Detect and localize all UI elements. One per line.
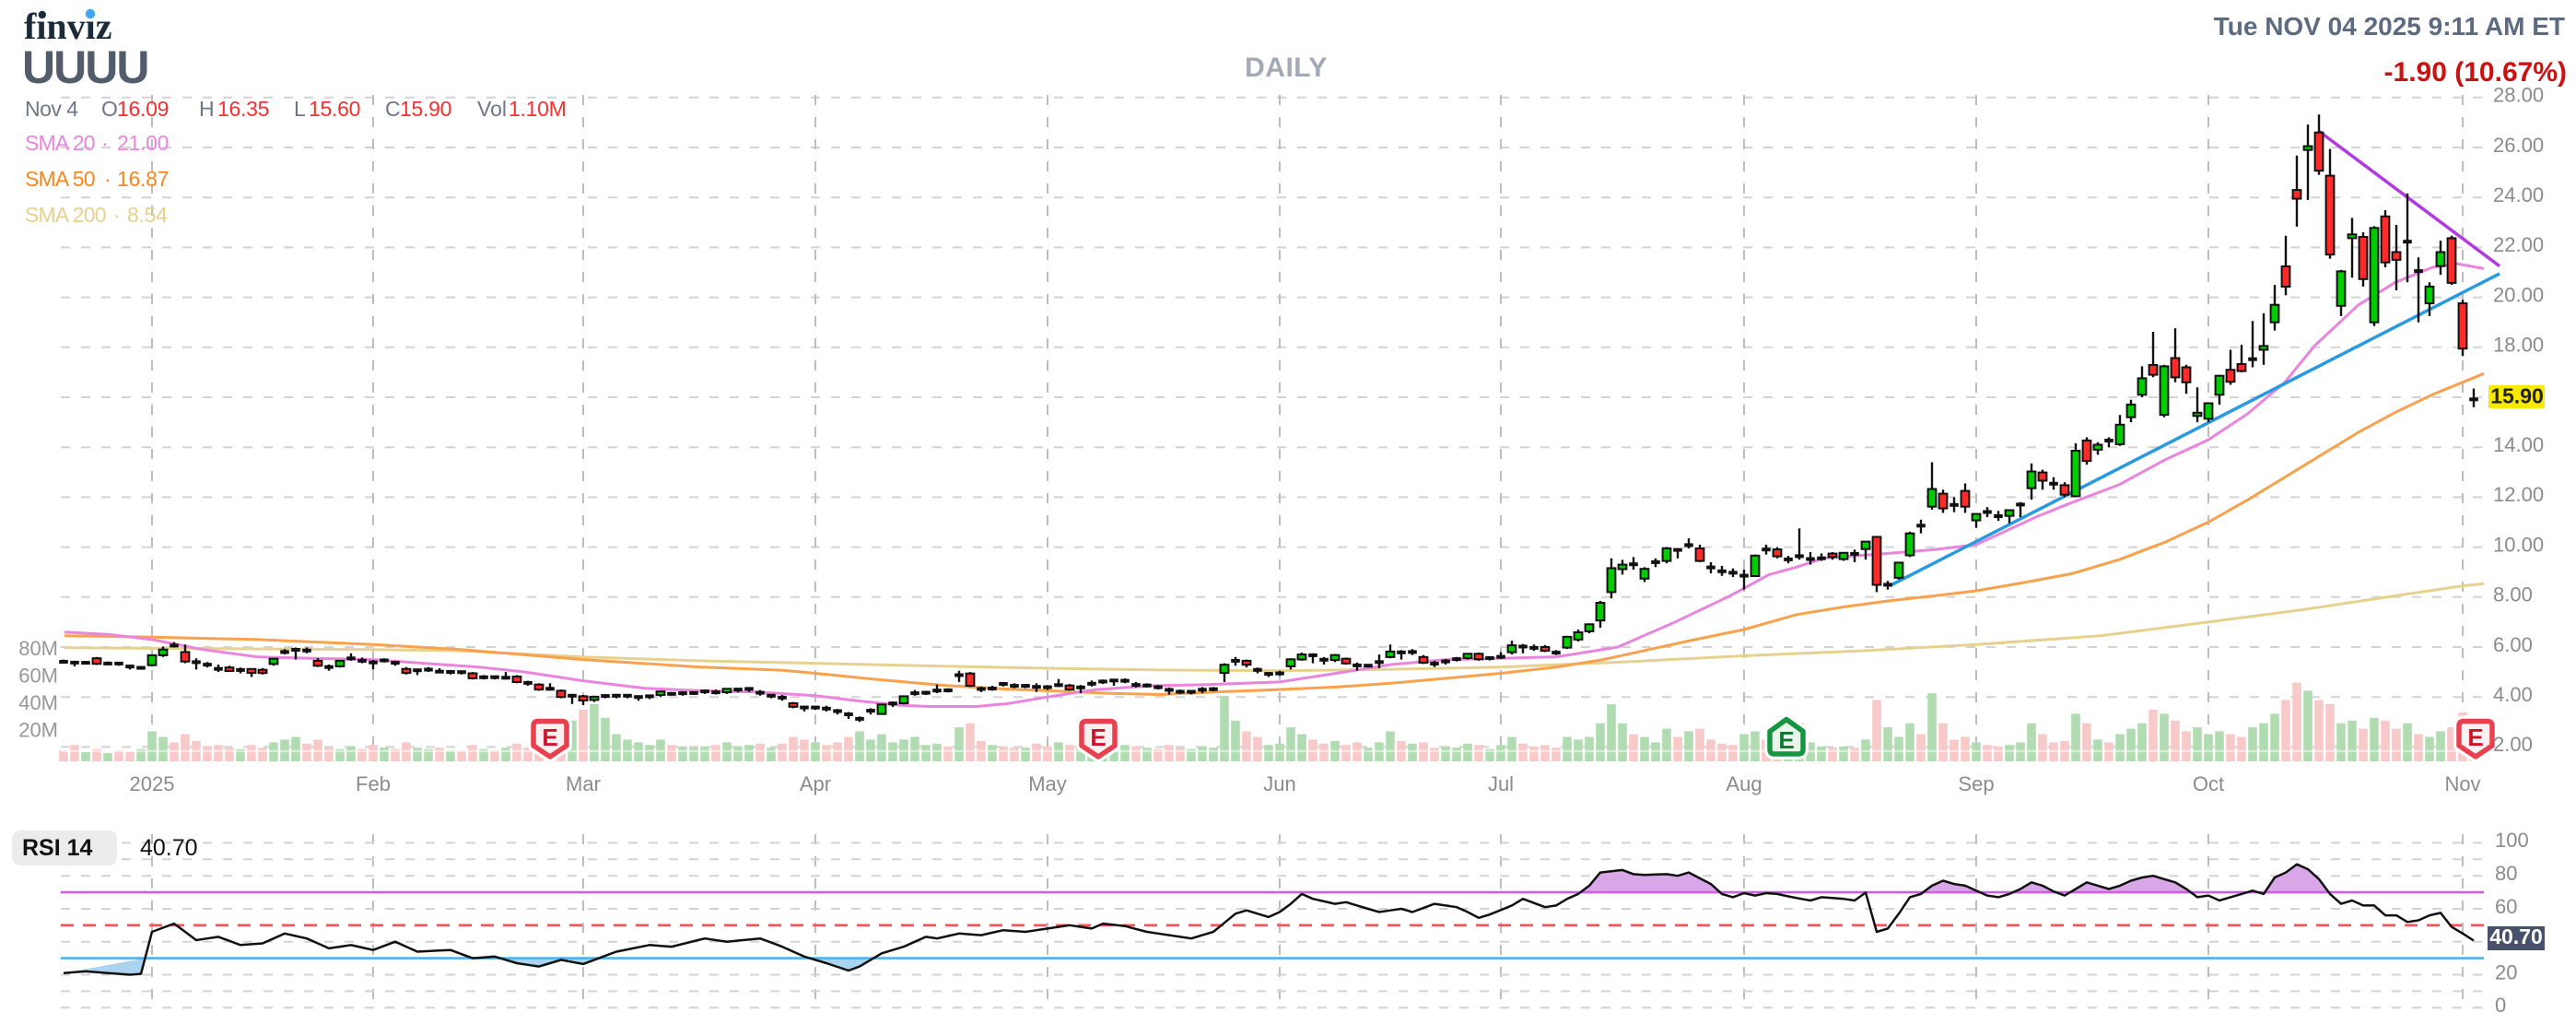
svg-text:·: · (104, 167, 111, 191)
svg-text:28.00: 28.00 (2493, 84, 2544, 107)
svg-text:SMA 50: SMA 50 (25, 167, 95, 191)
svg-text:40.70: 40.70 (2489, 924, 2543, 948)
svg-text:100: 100 (2495, 829, 2529, 852)
svg-text:Nov 4: Nov 4 (25, 97, 78, 121)
svg-text:SMA 200: SMA 200 (25, 203, 106, 227)
svg-text:60M: 60M (18, 664, 58, 687)
svg-text:16.09: 16.09 (117, 97, 169, 121)
svg-text:26.00: 26.00 (2493, 134, 2544, 157)
svg-text:12.00: 12.00 (2493, 483, 2544, 506)
svg-text:E: E (542, 724, 557, 751)
svg-text:14.00: 14.00 (2493, 433, 2544, 456)
svg-text:·: · (101, 131, 109, 155)
svg-text:10.00: 10.00 (2493, 533, 2544, 556)
svg-text:20.00: 20.00 (2493, 283, 2544, 306)
svg-text:May: May (1028, 772, 1067, 795)
svg-text:·: · (113, 203, 121, 227)
svg-text:RSI 14: RSI 14 (22, 835, 93, 861)
svg-text:Jul: Jul (1488, 772, 1514, 795)
svg-text:-1.90 (10.67%): -1.90 (10.67%) (2384, 57, 2567, 88)
svg-text:24.00: 24.00 (2493, 183, 2544, 206)
svg-text:Sep: Sep (1958, 772, 1994, 795)
svg-text:2025: 2025 (130, 772, 175, 795)
svg-text:8.00: 8.00 (2493, 583, 2533, 606)
svg-text:16.35: 16.35 (217, 97, 269, 121)
svg-text:20M: 20M (18, 718, 58, 741)
svg-text:8.54: 8.54 (127, 203, 168, 227)
svg-text:L: L (294, 97, 306, 121)
svg-text:O: O (101, 97, 118, 121)
svg-text:6.00: 6.00 (2493, 633, 2533, 656)
svg-text:21.00: 21.00 (117, 131, 169, 155)
svg-text:40M: 40M (18, 691, 58, 714)
svg-text:15.90: 15.90 (2490, 384, 2544, 408)
svg-text:Nov: Nov (2444, 772, 2480, 795)
svg-text:Oct: Oct (2193, 772, 2224, 795)
svg-text:SMA 20: SMA 20 (25, 131, 95, 155)
svg-text:0: 0 (2495, 994, 2506, 1017)
svg-text:4.00: 4.00 (2493, 683, 2533, 706)
svg-text:Vol: Vol (477, 97, 507, 121)
svg-text:1.10M: 1.10M (509, 97, 566, 121)
svg-text:Apr: Apr (800, 772, 831, 795)
svg-text:20: 20 (2495, 960, 2517, 983)
svg-text:18.00: 18.00 (2493, 334, 2544, 357)
svg-text:E: E (2467, 724, 2483, 751)
svg-text:DAILY: DAILY (1245, 53, 1328, 83)
svg-text:E: E (1778, 726, 1794, 754)
svg-text:15.60: 15.60 (309, 97, 360, 121)
svg-text:80M: 80M (18, 637, 58, 660)
svg-text:80: 80 (2495, 862, 2517, 885)
svg-text:40.70: 40.70 (140, 835, 198, 861)
svg-text:Aug: Aug (1726, 772, 1762, 795)
svg-text:22.00: 22.00 (2493, 233, 2544, 256)
svg-text:C: C (385, 97, 401, 121)
svg-text:15.90: 15.90 (400, 97, 451, 121)
svg-text:H: H (199, 97, 215, 121)
svg-text:Feb: Feb (356, 772, 391, 795)
svg-text:2.00: 2.00 (2493, 733, 2533, 756)
svg-text:Tue NOV 04 2025 9:11 AM ET: Tue NOV 04 2025 9:11 AM ET (2214, 12, 2565, 41)
svg-text:E: E (1090, 724, 1106, 751)
svg-text:UUUU: UUUU (22, 41, 147, 93)
svg-text:16.87: 16.87 (117, 167, 169, 191)
svg-text:Mar: Mar (566, 772, 601, 795)
svg-text:60: 60 (2495, 895, 2517, 918)
svg-text:Jun: Jun (1263, 772, 1295, 795)
svg-text:fınvız: fınvız (24, 6, 112, 47)
